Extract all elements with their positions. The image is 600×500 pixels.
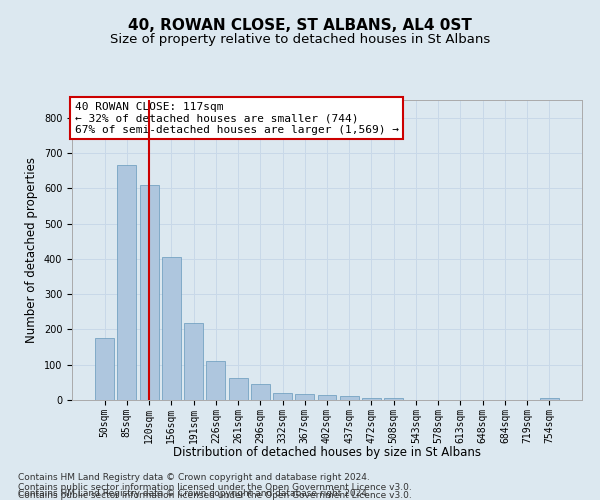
Text: 40, ROWAN CLOSE, ST ALBANS, AL4 0ST: 40, ROWAN CLOSE, ST ALBANS, AL4 0ST xyxy=(128,18,472,32)
Y-axis label: Number of detached properties: Number of detached properties xyxy=(25,157,38,343)
Text: 40 ROWAN CLOSE: 117sqm
← 32% of detached houses are smaller (744)
67% of semi-de: 40 ROWAN CLOSE: 117sqm ← 32% of detached… xyxy=(74,102,398,134)
Bar xyxy=(162,257,181,400)
Bar xyxy=(184,323,203,400)
Bar xyxy=(384,398,403,400)
Bar xyxy=(206,361,225,400)
Text: Contains HM Land Registry data © Crown copyright and database right 2024.: Contains HM Land Registry data © Crown c… xyxy=(18,488,370,498)
Bar xyxy=(362,398,381,400)
Bar xyxy=(273,393,292,400)
Bar xyxy=(540,398,559,400)
Text: Distribution of detached houses by size in St Albans: Distribution of detached houses by size … xyxy=(173,446,481,459)
Bar xyxy=(251,384,270,400)
Bar xyxy=(118,166,136,400)
Text: Size of property relative to detached houses in St Albans: Size of property relative to detached ho… xyxy=(110,32,490,46)
Bar xyxy=(317,394,337,400)
Text: Contains HM Land Registry data © Crown copyright and database right 2024.
Contai: Contains HM Land Registry data © Crown c… xyxy=(18,473,412,492)
Bar xyxy=(295,394,314,400)
Bar xyxy=(140,184,158,400)
Bar xyxy=(95,338,114,400)
Text: Contains public sector information licensed under the Open Government Licence v3: Contains public sector information licen… xyxy=(18,491,412,500)
Bar xyxy=(340,396,359,400)
Bar xyxy=(229,378,248,400)
